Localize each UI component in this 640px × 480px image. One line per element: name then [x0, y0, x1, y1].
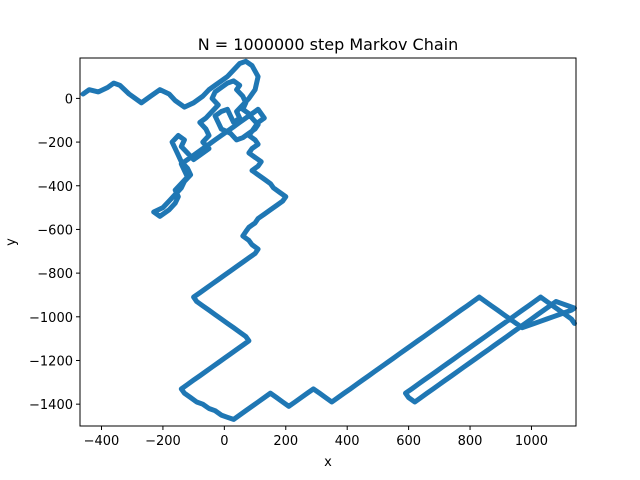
x-tick-label: 1000	[515, 434, 548, 449]
y-tick-label: −400	[37, 180, 73, 195]
chart-title: N = 1000000 step Markov Chain	[198, 35, 459, 54]
x-tick-label: 400	[335, 434, 360, 449]
x-axis-label: x	[324, 455, 332, 470]
x-axis-ticks: −400 −200 0 200 400 600 800 1000	[84, 426, 548, 449]
y-tick-label: −1400	[29, 398, 73, 413]
y-tick-label: −800	[37, 267, 73, 282]
y-axis-ticks: 0 −200 −400 −600 −800 −1000 −1200 −1400	[29, 92, 80, 413]
y-tick-label: −1200	[29, 354, 73, 369]
y-tick-label: −1000	[29, 311, 73, 326]
y-tick-label: −600	[37, 223, 73, 238]
x-tick-label: −200	[145, 434, 181, 449]
x-tick-label: 600	[396, 434, 421, 449]
x-tick-label: 200	[273, 434, 298, 449]
y-tick-label: −200	[37, 136, 73, 151]
axes-frame	[79, 57, 577, 427]
y-tick-label: 0	[65, 92, 73, 107]
x-tick-label: −400	[84, 434, 120, 449]
x-tick-label: 0	[220, 434, 228, 449]
y-axis-label: y	[4, 238, 19, 246]
x-tick-label: 800	[458, 434, 483, 449]
plot-area	[80, 58, 577, 422]
markov-chain-series-line	[80, 58, 577, 422]
